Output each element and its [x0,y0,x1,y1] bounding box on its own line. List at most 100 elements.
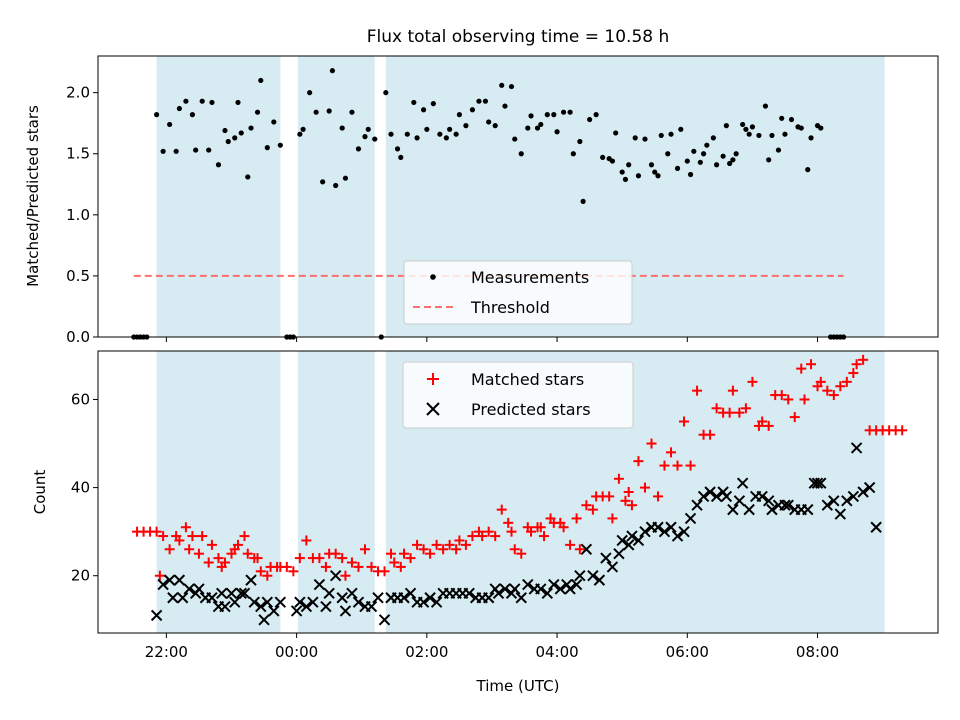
measurement-point [447,126,453,132]
measurement-point [782,131,788,137]
predicted-star-point [548,578,560,591]
predicted-star-point [606,561,619,573]
matched-star-point [516,548,527,559]
predicted-star-point [587,570,599,582]
x-tick-label-0: 22:00 [145,643,188,661]
predicted-star-point [782,499,794,511]
predicted-star-point [424,592,436,604]
measurement-point [538,121,544,128]
predicted-star-point [261,596,274,608]
matched-star-point [679,416,690,427]
predicted-star-point [313,578,326,591]
predicted-star-point [870,521,882,533]
predicted-star-point [193,583,205,595]
matched-star-point [180,522,191,533]
matched-star-point [740,403,751,414]
measurement-point [476,98,482,104]
x-tick-label-4: 06:00 [666,643,709,661]
predicted-star-point [248,596,260,608]
matched-star-point [242,548,253,559]
x-tick-label-3: 04:00 [535,643,578,661]
matched-star-point [604,491,615,502]
measurement-point [339,125,345,131]
legend-matched-marker [427,373,439,385]
matched-star-point [858,354,869,365]
matched-star-point [386,548,397,559]
predicted-star-point [541,587,554,600]
measurement-point [414,135,420,141]
matched-star-point [444,539,455,550]
top-chart-title: Flux total observing time = 10.58 h [367,27,670,47]
measurement-point [160,148,166,154]
predicted-star-point [733,495,746,507]
matched-star-point [646,438,657,449]
matched-star-point [783,394,794,405]
predicted-star-point [710,490,723,503]
measurement-point [199,98,205,104]
measurement-point [508,83,515,90]
matched-star-point [835,381,846,392]
measurement-point [329,68,336,74]
matched-star-point [828,390,839,401]
matched-star-point [574,544,585,555]
measurement-point [727,160,733,167]
predicted-star-point [515,592,527,604]
predicted-star-point [183,583,195,595]
matched-star-point [526,526,537,537]
measurement-point [805,167,811,173]
matched-star-point [806,359,817,370]
matched-star-point [789,412,800,423]
predicted-star-point [290,605,303,617]
predicted-star-point [639,525,651,538]
matched-star-point [353,561,364,572]
matched-star-point [565,539,576,550]
top-plot-frame [97,55,939,338]
matched-star-point [187,531,198,542]
predicted-star-point [404,587,417,600]
bottom-y-tick-label-2: 60 [71,390,90,408]
matched-star-point [509,544,520,555]
measurement-point [648,162,655,168]
matched-star-point [776,390,787,401]
matched-star-point [705,429,716,440]
matched-star-point [359,544,370,555]
predicted-star-point [535,583,547,595]
predicted-star-point [365,600,378,613]
measurement-point [665,151,671,157]
legend-predicted-label: Predicted stars [471,400,591,419]
measurement-point [383,90,389,96]
predicted-star-point [863,481,876,494]
predicted-star-point [632,534,645,547]
matched-star-point [405,553,416,564]
measurement-point [733,151,739,157]
measurement-point [173,148,179,154]
measurement-point [746,131,752,137]
measurement-point [534,125,541,131]
matched-star-point [815,376,826,387]
predicted-star-point [522,578,534,591]
predicted-star-point [697,490,710,503]
measurement-point [626,162,632,168]
measurement-point [320,179,326,185]
measurement-point [655,173,661,179]
measurement-point [818,125,824,131]
matched-star-point [613,473,624,484]
x-tick-label-5: 08:00 [796,643,839,661]
measurement-point [245,174,251,180]
measurement-point [264,145,270,151]
predicted-star-point [482,592,495,604]
x-axis-label: Time (UTC) [476,677,560,695]
measurement-point [411,99,417,106]
predicted-star-point [430,596,443,608]
matched-star-point [389,557,400,568]
matched-star-point [666,447,677,458]
matched-star-point [747,376,758,387]
top-legend-box [403,260,633,325]
measurement-point [453,131,459,137]
matched-star-point [626,500,637,511]
matched-star-point [431,539,442,550]
measurement-point [502,103,508,109]
measurement-point [769,132,775,139]
measurement-point [704,142,710,148]
